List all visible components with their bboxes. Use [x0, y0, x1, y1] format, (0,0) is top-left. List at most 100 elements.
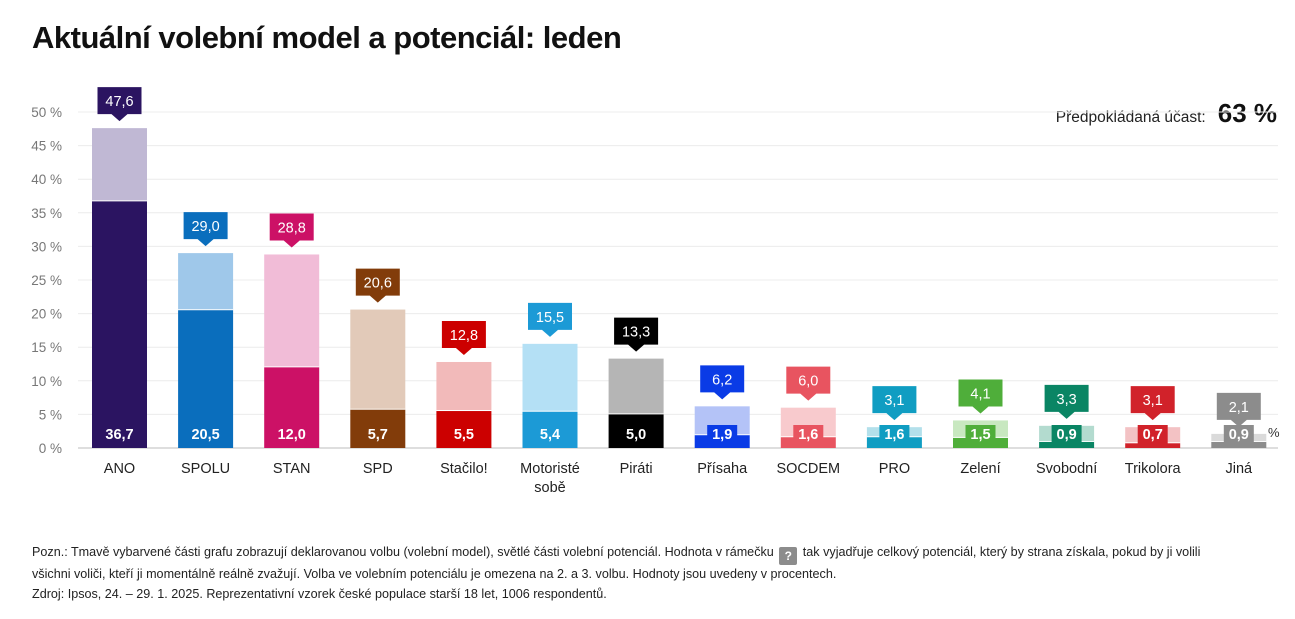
unit-label: % [1268, 425, 1280, 440]
model-value-box [104, 425, 135, 444]
potential-callout [441, 320, 486, 355]
potential-value-label: 28,8 [278, 220, 306, 236]
model-value-label: 5,5 [454, 427, 474, 443]
potential-callout [1130, 386, 1175, 421]
category-label: STAN [273, 461, 311, 477]
potential-bar [436, 361, 492, 412]
turnout-label: Předpokládaná účast: [1055, 109, 1206, 126]
model-value-box [190, 425, 221, 444]
category-label: PRO [879, 461, 910, 477]
model-value-box [879, 425, 910, 444]
potential-bar [92, 128, 147, 202]
y-tick-label: 40 % [31, 172, 62, 187]
note-text-before: Pozn.: Tmavě vybarvené části grafu zobra… [32, 545, 774, 559]
category-label: ANO [104, 461, 135, 477]
model-bar [1039, 441, 1095, 448]
model-value-box [362, 425, 393, 444]
potential-callout [97, 87, 142, 122]
model-value-label: 0,7 [1143, 427, 1163, 443]
potential-value-label: 13,3 [622, 325, 650, 341]
potential-callout [269, 213, 314, 248]
turnout-value: 63 % [1217, 98, 1277, 128]
potential-value-label: 4,1 [970, 386, 990, 402]
potential-callout [355, 268, 400, 303]
category-label: SPD [363, 461, 393, 477]
potential-value-label: 2,1 [1229, 400, 1249, 416]
potential-value-label: 3,1 [884, 393, 904, 409]
potential-value-label: 15,5 [536, 310, 564, 326]
model-value-label: 5,4 [540, 427, 560, 443]
potential-value-label: 20,6 [364, 276, 392, 292]
category-label: Motoristé [520, 461, 580, 477]
potential-callout [528, 302, 572, 337]
model-value-box [1051, 425, 1082, 444]
category-label: Svobodní [1036, 461, 1097, 477]
model-value-box [965, 425, 996, 444]
potential-value-label: 12,8 [450, 328, 478, 344]
model-value-box [1137, 425, 1168, 444]
potential-bar [264, 254, 320, 368]
potential-box-symbol: ? [779, 547, 798, 565]
model-value-label: 5,0 [626, 427, 646, 443]
potential-callout [958, 379, 1003, 414]
y-tick-label: 30 % [31, 239, 62, 254]
y-tick-label: 35 % [31, 206, 62, 221]
y-tick-label: 15 % [31, 340, 62, 355]
model-value-box [535, 425, 565, 444]
y-tick-label: 5 % [39, 407, 62, 422]
chart-title: Aktuální volební model a potenciál: lede… [32, 20, 622, 55]
potential-value-label: 29,0 [191, 219, 219, 235]
potential-callout [1216, 392, 1261, 427]
model-value-box [621, 425, 652, 444]
category-label: Jiná [1225, 461, 1253, 477]
category-label: Zelení [960, 461, 1000, 477]
category-label: Piráti [620, 461, 653, 477]
potential-bar [350, 309, 406, 410]
potential-callout [1044, 384, 1089, 419]
model-bar [1125, 443, 1181, 448]
model-value-box [1223, 425, 1254, 444]
model-value-label: 20,5 [191, 427, 219, 443]
y-tick-label: 25 % [31, 273, 62, 288]
potential-bar [178, 253, 234, 311]
potential-bar [522, 343, 578, 412]
potential-callout [786, 366, 831, 401]
y-tick-label: 10 % [31, 374, 62, 389]
potential-bar [608, 358, 664, 415]
model-bar [92, 201, 147, 448]
model-value-box [448, 425, 479, 444]
model-value-label: 12,0 [278, 427, 306, 443]
potential-value-label: 3,3 [1057, 392, 1077, 408]
potential-value-label: 6,0 [798, 374, 818, 390]
source-line: Zdroj: Ipsos, 24. – 29. 1. 2025. Repreze… [32, 587, 607, 601]
model-value-label: 0,9 [1057, 427, 1077, 443]
category-label: Stačilo! [440, 461, 488, 477]
model-value-label: 36,7 [105, 427, 133, 443]
potential-value-label: 6,2 [712, 372, 732, 388]
model-value-label: 1,6 [884, 427, 904, 443]
category-label: Přísaha [697, 461, 748, 477]
model-value-box [276, 425, 307, 444]
potential-value-label: 47,6 [105, 94, 133, 110]
model-value-label: 1,6 [798, 427, 818, 443]
model-value-label: 1,5 [970, 427, 990, 443]
y-tick-label: 50 % [31, 105, 62, 120]
y-tick-label: 20 % [31, 307, 62, 322]
potential-callout [183, 212, 228, 247]
model-value-box [793, 425, 824, 444]
category-label: Trikolora [1125, 461, 1182, 477]
potential-callout [700, 365, 745, 400]
model-value-box [707, 425, 738, 444]
chart-note: Pozn.: Tmavě vybarvené části grafu zobra… [32, 543, 1212, 584]
potential-callout [872, 386, 917, 421]
model-value-label: 1,9 [712, 427, 732, 443]
category-label: SPOLU [181, 461, 230, 477]
model-value-label: 5,7 [368, 427, 388, 443]
y-tick-label: 0 % [39, 441, 62, 456]
category-label: SOCDEM [776, 461, 840, 477]
potential-callout [614, 317, 659, 352]
model-bar [1211, 441, 1267, 448]
category-label: sobě [534, 480, 565, 496]
y-tick-label: 45 % [31, 139, 62, 154]
note-text-after: tak vyjadřuje celkový potenciál, který b… [32, 545, 1201, 581]
